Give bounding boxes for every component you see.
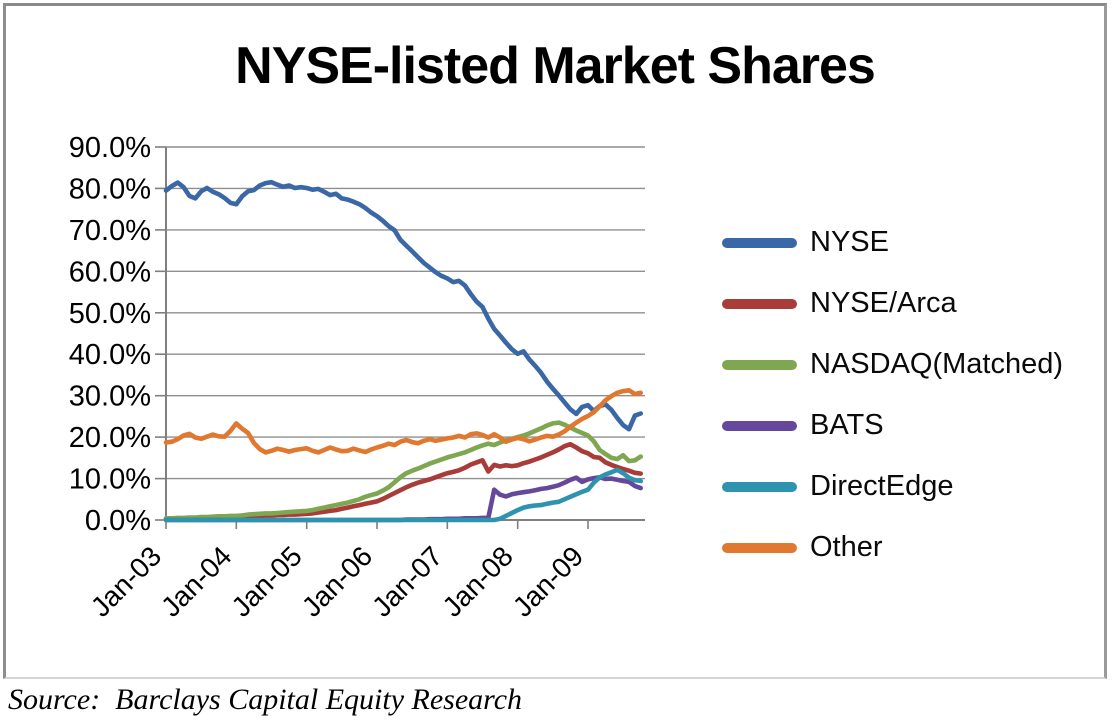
legend-label-bats: BATS bbox=[810, 409, 884, 441]
legend-swatch-nyse-arca bbox=[722, 298, 797, 309]
legend-item-directedge: DirectEdge bbox=[722, 456, 1063, 517]
legend: NYSE NYSE/Arca NASDAQ(Matched) BATS DirectEd… bbox=[722, 212, 1063, 578]
legend-swatch-nyse bbox=[722, 237, 797, 248]
legend-item-nyse: NYSE bbox=[722, 212, 1063, 273]
chart-title: NYSE-listed Market Shares bbox=[235, 37, 876, 95]
legend-swatch-nasdaq-matched bbox=[722, 359, 797, 370]
legend-label-directedge: DirectEdge bbox=[810, 470, 954, 502]
legend-label-nyse: NYSE bbox=[810, 226, 889, 258]
legend-swatch-directedge bbox=[722, 481, 797, 492]
legend-swatch-other bbox=[722, 542, 797, 553]
legend-item-nasdaq-matched: NASDAQ(Matched) bbox=[722, 334, 1063, 395]
legend-label-other: Other bbox=[810, 531, 883, 563]
legend-item-nyse-arca: NYSE/Arca bbox=[722, 273, 1063, 334]
source-note: Source: Barclays Capital Equity Research bbox=[8, 683, 523, 716]
legend-label-nasdaq-matched: NASDAQ(Matched) bbox=[810, 348, 1064, 380]
legend-item-other: Other bbox=[722, 517, 1063, 578]
legend-swatch-bats bbox=[722, 420, 797, 431]
legend-item-bats: BATS bbox=[722, 395, 1063, 456]
legend-label-nyse-arca: NYSE/Arca bbox=[810, 287, 957, 319]
